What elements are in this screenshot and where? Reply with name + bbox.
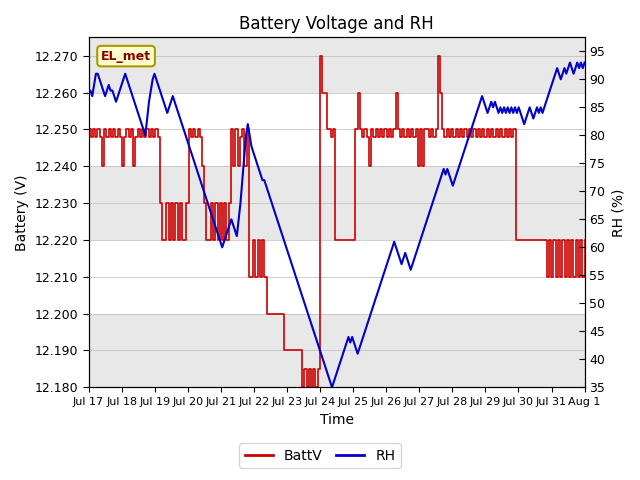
- Bar: [88, 166, 584, 240]
- Y-axis label: RH (%): RH (%): [611, 188, 625, 237]
- Bar: [88, 93, 584, 166]
- Text: EL_met: EL_met: [101, 49, 151, 62]
- Bar: [88, 313, 584, 387]
- Y-axis label: Battery (V): Battery (V): [15, 174, 29, 251]
- Legend: BattV, RH: BattV, RH: [239, 443, 401, 468]
- Title: Battery Voltage and RH: Battery Voltage and RH: [239, 15, 434, 33]
- Bar: [88, 240, 584, 313]
- Bar: [88, 19, 584, 93]
- X-axis label: Time: Time: [319, 413, 353, 427]
